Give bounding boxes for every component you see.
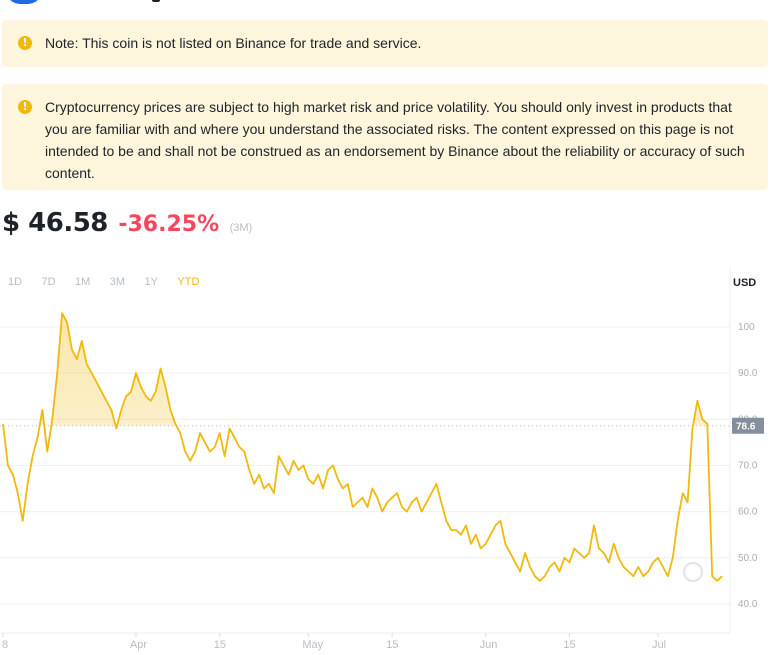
coin-logo-icon xyxy=(6,0,42,4)
x-tick-label: 15 xyxy=(386,639,398,651)
current-price-label: 78.6 xyxy=(736,422,756,433)
disclaimer-text: Cryptocurrency prices are subject to hig… xyxy=(45,99,745,181)
range-1d-button[interactable]: 1D xyxy=(8,276,23,288)
x-tick-label: 15 xyxy=(563,639,575,651)
y-tick-label: 90.0 xyxy=(738,368,758,379)
warning-icon: ! xyxy=(18,100,32,114)
price-line[interactable] xyxy=(2,312,723,582)
price-chart[interactable]: 40.050.060.070.080.090.0100USD8Apr15May1… xyxy=(0,268,783,655)
price-change-percent: -36.25% xyxy=(118,212,220,237)
range-ytd-button[interactable]: YTD xyxy=(177,276,200,288)
risk-disclaimer-notice: ! Cryptocurrency prices are subject to h… xyxy=(2,84,768,190)
change-period-label: (3M) xyxy=(229,222,253,234)
axis-unit-label: USD xyxy=(733,277,756,289)
chart-watermark-icon xyxy=(683,562,703,582)
x-tick-label: Jul xyxy=(652,639,666,651)
price-area-fill xyxy=(3,313,723,426)
page-title-fragment xyxy=(152,0,160,2)
current-price: $ 46.58 xyxy=(2,208,108,238)
time-range-selector: 1D 7D 1M 3M 1Y YTD xyxy=(8,272,214,290)
not-listed-notice: ! Note: This coin is not listed on Binan… xyxy=(2,20,768,67)
range-3m-button[interactable]: 3M xyxy=(109,276,126,288)
y-tick-label: 100 xyxy=(738,322,755,333)
current-price-badge xyxy=(732,417,764,434)
price-summary: $ 46.58 -36.25% (3M) xyxy=(2,208,252,244)
x-tick-label: Apr xyxy=(130,639,147,651)
page-header-cutoff xyxy=(0,0,783,8)
range-1y-button[interactable]: 1Y xyxy=(144,276,158,288)
y-tick-label: 40.0 xyxy=(738,599,758,610)
x-tick-label: 15 xyxy=(214,639,226,651)
y-tick-label: 50.0 xyxy=(738,553,758,564)
range-7d-button[interactable]: 7D xyxy=(41,276,56,288)
notice-text: Note: This coin is not listed on Binance… xyxy=(45,35,422,51)
warning-icon: ! xyxy=(18,36,32,50)
y-tick-label: 60.0 xyxy=(738,507,758,518)
range-1m-button[interactable]: 1M xyxy=(75,276,91,288)
x-tick-label: May xyxy=(302,639,323,651)
x-tick-label: Jun xyxy=(480,639,498,651)
x-tick-label: 8 xyxy=(2,639,8,651)
y-tick-label: 70.0 xyxy=(738,460,758,471)
